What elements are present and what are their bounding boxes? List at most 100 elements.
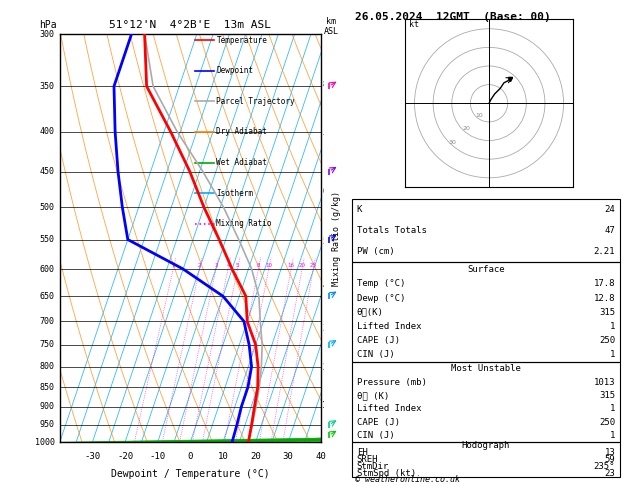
Text: Dewpoint: Dewpoint xyxy=(216,66,253,75)
Text: © weatheronline.co.uk: © weatheronline.co.uk xyxy=(355,474,460,484)
Text: 1: 1 xyxy=(322,401,327,410)
Text: 1000: 1000 xyxy=(35,438,55,447)
Text: km: km xyxy=(326,17,337,26)
Text: 1: 1 xyxy=(610,404,615,414)
Text: 16: 16 xyxy=(287,263,294,268)
Text: 13: 13 xyxy=(604,448,615,457)
Text: 12.8: 12.8 xyxy=(594,294,615,302)
Text: CIN (J): CIN (J) xyxy=(357,350,394,360)
Text: Mixing Ratio (g/kg): Mixing Ratio (g/kg) xyxy=(332,191,341,286)
Text: 300: 300 xyxy=(40,30,55,38)
Text: Totals Totals: Totals Totals xyxy=(357,226,426,235)
Text: 20: 20 xyxy=(462,126,470,131)
Text: Wet Adiabat: Wet Adiabat xyxy=(216,158,267,167)
Text: Surface: Surface xyxy=(467,265,504,274)
Text: 30: 30 xyxy=(283,452,294,462)
Text: 0: 0 xyxy=(187,452,193,462)
Text: 8: 8 xyxy=(322,80,327,89)
Text: 500: 500 xyxy=(40,203,55,212)
Text: CIN (J): CIN (J) xyxy=(357,431,394,440)
Text: 30: 30 xyxy=(449,139,457,144)
Text: 900: 900 xyxy=(40,402,55,411)
Text: Lifted Index: Lifted Index xyxy=(357,322,421,331)
Text: 3: 3 xyxy=(214,263,218,268)
Text: 750: 750 xyxy=(40,340,55,349)
Text: 4: 4 xyxy=(226,263,230,268)
Text: 350: 350 xyxy=(40,82,55,91)
Text: Most Unstable: Most Unstable xyxy=(451,364,521,373)
Text: CAPE (J): CAPE (J) xyxy=(357,336,399,345)
Text: 26.05.2024  12GMT  (Base: 00): 26.05.2024 12GMT (Base: 00) xyxy=(355,12,551,22)
Text: 235°: 235° xyxy=(594,462,615,471)
Text: SREH: SREH xyxy=(357,455,378,464)
Text: CAPE (J): CAPE (J) xyxy=(357,417,399,427)
Text: Dewpoint / Temperature (°C): Dewpoint / Temperature (°C) xyxy=(111,469,270,479)
Text: 20: 20 xyxy=(250,452,261,462)
Text: Temperature: Temperature xyxy=(216,35,267,45)
Text: 10: 10 xyxy=(265,263,272,268)
Text: kt: kt xyxy=(409,20,419,29)
Text: 950: 950 xyxy=(40,420,55,429)
Text: 1: 1 xyxy=(610,322,615,331)
Text: 10: 10 xyxy=(476,113,483,118)
Text: ASL: ASL xyxy=(324,27,339,36)
Text: θᴄ (K): θᴄ (K) xyxy=(357,391,389,400)
Text: PW (cm): PW (cm) xyxy=(357,247,394,257)
Text: 24: 24 xyxy=(604,205,615,214)
Text: 2: 2 xyxy=(322,363,327,371)
Text: hPa: hPa xyxy=(39,20,57,30)
Text: 1: 1 xyxy=(172,263,175,268)
Text: 1013: 1013 xyxy=(594,378,615,387)
Text: LCL: LCL xyxy=(323,424,337,433)
Text: 2.21: 2.21 xyxy=(594,247,615,257)
Text: 700: 700 xyxy=(40,317,55,326)
Text: 650: 650 xyxy=(40,292,55,301)
Text: 40: 40 xyxy=(315,452,326,462)
Text: 315: 315 xyxy=(599,391,615,400)
Text: Parcel Trajectory: Parcel Trajectory xyxy=(216,97,295,106)
Text: 6: 6 xyxy=(322,188,327,196)
Text: 7: 7 xyxy=(322,134,327,143)
Text: 3: 3 xyxy=(322,325,327,333)
Text: Mixing Ratio: Mixing Ratio xyxy=(216,219,272,228)
Text: 850: 850 xyxy=(40,382,55,392)
Text: -20: -20 xyxy=(117,452,133,462)
Text: 550: 550 xyxy=(40,235,55,244)
Text: 17.8: 17.8 xyxy=(594,279,615,288)
Title: 51°12'N  4°2B'E  13m ASL: 51°12'N 4°2B'E 13m ASL xyxy=(109,20,271,31)
Text: 1: 1 xyxy=(610,431,615,440)
Text: 800: 800 xyxy=(40,362,55,371)
Text: 600: 600 xyxy=(40,264,55,274)
Text: 25: 25 xyxy=(309,263,317,268)
Text: -10: -10 xyxy=(150,452,165,462)
Text: 5: 5 xyxy=(236,263,239,268)
Text: Lifted Index: Lifted Index xyxy=(357,404,421,414)
Text: 20: 20 xyxy=(299,263,306,268)
Text: 23: 23 xyxy=(604,469,615,478)
Text: θᴄ(K): θᴄ(K) xyxy=(357,308,384,317)
Text: Pressure (mb): Pressure (mb) xyxy=(357,378,426,387)
Text: K: K xyxy=(357,205,362,214)
Text: Dewp (°C): Dewp (°C) xyxy=(357,294,405,302)
Text: StmSpd (kt): StmSpd (kt) xyxy=(357,469,416,478)
Text: 47: 47 xyxy=(604,226,615,235)
Text: Hodograph: Hodograph xyxy=(462,441,510,450)
Text: Dry Adiabat: Dry Adiabat xyxy=(216,127,267,137)
Text: 59: 59 xyxy=(604,455,615,464)
Text: 250: 250 xyxy=(599,336,615,345)
Text: 400: 400 xyxy=(40,127,55,136)
Text: 1: 1 xyxy=(610,350,615,360)
Text: EH: EH xyxy=(357,448,367,457)
Text: -30: -30 xyxy=(84,452,101,462)
Text: 250: 250 xyxy=(599,417,615,427)
Text: Isotherm: Isotherm xyxy=(216,189,253,198)
Text: 10: 10 xyxy=(218,452,228,462)
Text: Temp (°C): Temp (°C) xyxy=(357,279,405,288)
Text: 5: 5 xyxy=(322,237,327,246)
Text: StmDir: StmDir xyxy=(357,462,389,471)
Text: 4: 4 xyxy=(322,281,327,290)
Text: 2: 2 xyxy=(198,263,201,268)
Text: 8: 8 xyxy=(257,263,260,268)
Text: 315: 315 xyxy=(599,308,615,317)
Text: 450: 450 xyxy=(40,167,55,176)
